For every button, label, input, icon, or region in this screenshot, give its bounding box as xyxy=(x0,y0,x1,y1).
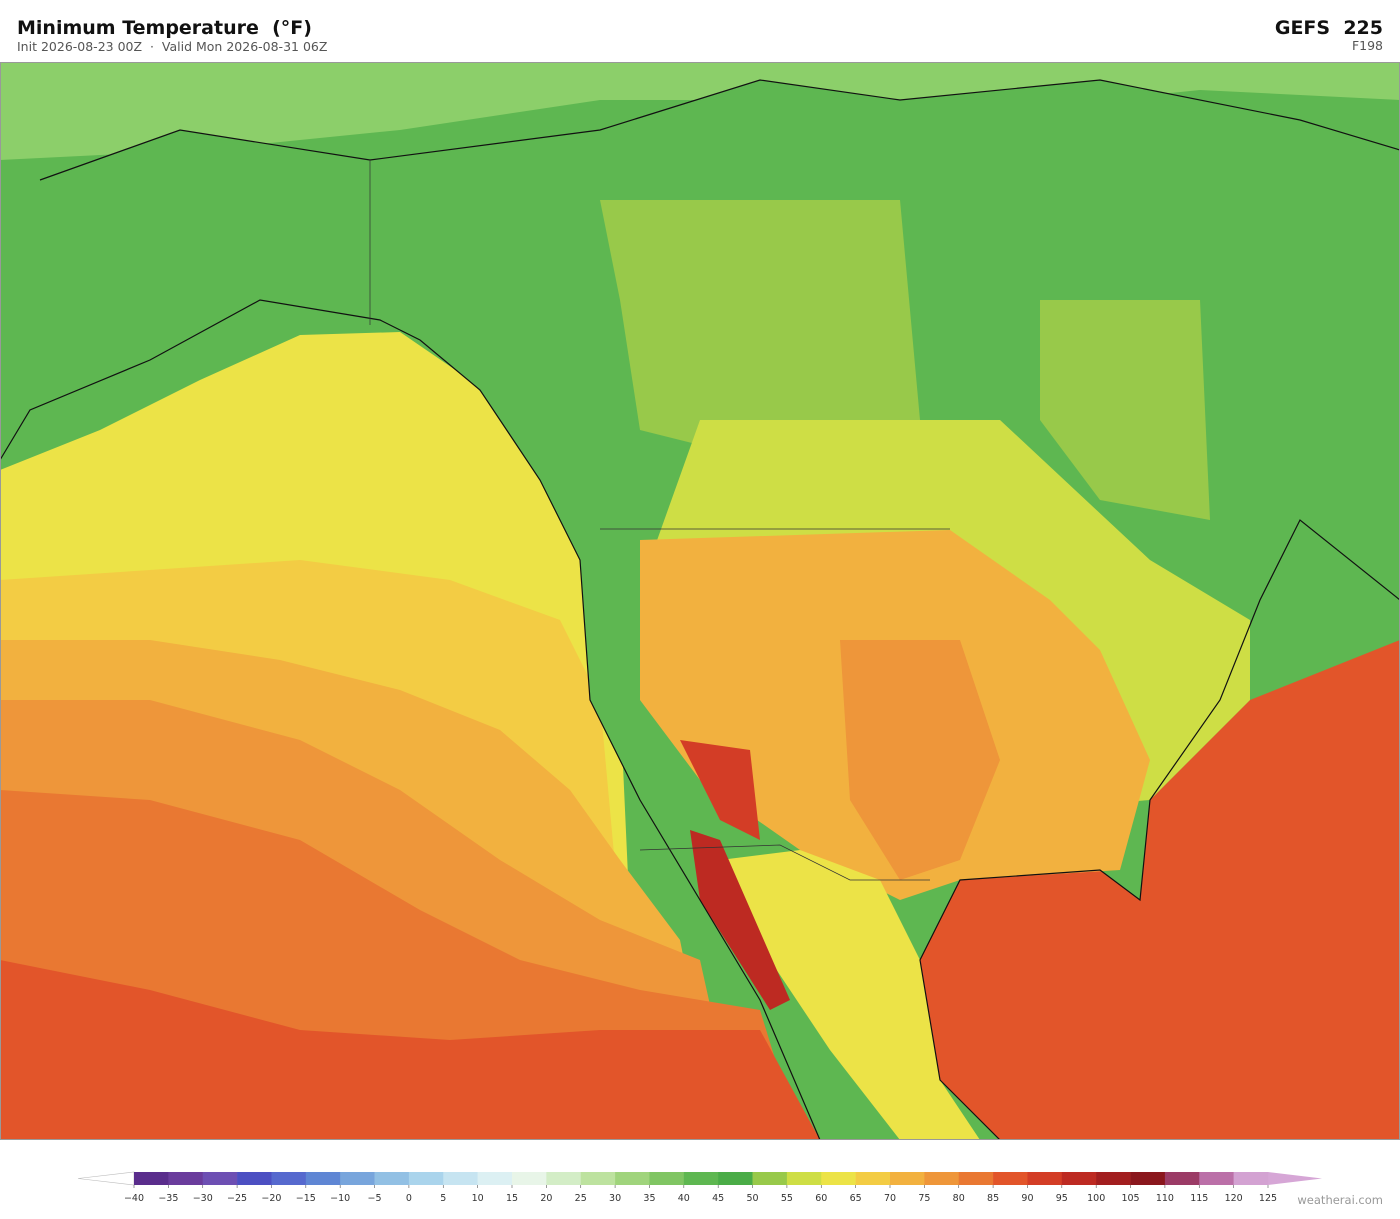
ocean-field xyxy=(0,960,820,1140)
colorbar-tick-label: 55 xyxy=(781,1193,793,1204)
colorbar-tick-label: 100 xyxy=(1087,1193,1105,1204)
colorbar-segment xyxy=(890,1172,925,1185)
colorbar-tick-label: 15 xyxy=(506,1193,518,1204)
colorbar-segment xyxy=(340,1172,375,1185)
colorbar-segment xyxy=(821,1172,856,1185)
colorbar-tick-label: −25 xyxy=(227,1193,247,1204)
colorbar-segment xyxy=(649,1172,685,1185)
colorbar-tick-label: 5 xyxy=(440,1193,446,1204)
colorbar-segment xyxy=(443,1172,478,1185)
colorbar-segment xyxy=(1199,1172,1234,1185)
colorbar-segment xyxy=(305,1172,341,1185)
map xyxy=(0,62,1400,1140)
colorbar-segment xyxy=(1061,1172,1097,1185)
colorbar-segment xyxy=(855,1172,891,1185)
colorbar-segment xyxy=(993,1172,1028,1185)
colorbar-tick-label: 60 xyxy=(815,1193,827,1204)
colorbar-segment xyxy=(1096,1172,1131,1185)
colorbar-segment xyxy=(1027,1172,1063,1185)
colorbar-segment xyxy=(1164,1172,1200,1185)
colorbar: −40 −35 −30 −25 −20 −15 −10 −5 0 5 10 15 20 25 30 35 40 4… xyxy=(77,1171,1322,1204)
colorbar-tick-label: 10 xyxy=(472,1193,484,1204)
colorbar-segment xyxy=(786,1172,822,1185)
colorbar-tick-label: −10 xyxy=(330,1193,350,1204)
colorbar-segment xyxy=(546,1172,582,1185)
forecast-hour: F198 xyxy=(1352,38,1383,53)
colorbar-tick-label: −35 xyxy=(158,1193,178,1204)
land-field xyxy=(720,850,980,1140)
colorbar-segment xyxy=(1130,1172,1166,1185)
colorbar-tick-label: −15 xyxy=(296,1193,316,1204)
colorbar-segment xyxy=(580,1172,616,1185)
colorbar-segment xyxy=(512,1172,547,1185)
colorbar-tick-label: 35 xyxy=(643,1193,655,1204)
colorbar-segment xyxy=(374,1172,410,1185)
colorbar-segment xyxy=(924,1172,960,1185)
border-line xyxy=(369,160,950,881)
colorbar-tick-label: 65 xyxy=(850,1193,862,1204)
colorbar-tick-label: 50 xyxy=(746,1193,758,1204)
ocean-field xyxy=(920,640,1400,1140)
colorbar-tick-label: −5 xyxy=(368,1193,382,1204)
colorbar-tick-label: 125 xyxy=(1259,1193,1277,1204)
colorbar-tick-label: 120 xyxy=(1225,1193,1243,1204)
colorbar-tick-label: 45 xyxy=(712,1193,724,1204)
colorbar-segment xyxy=(408,1172,444,1185)
coastline xyxy=(0,79,1400,1140)
colorbar-segment xyxy=(615,1172,650,1185)
land-field xyxy=(840,640,1000,880)
model-label: GEFS 225 xyxy=(1275,17,1383,39)
colorbar-segment xyxy=(271,1172,307,1185)
colorbar-tick-label: −40 xyxy=(124,1193,144,1204)
colorbar-tick-label: −20 xyxy=(261,1193,281,1204)
colorbar-segment xyxy=(958,1172,994,1185)
colorbar-tick-label: 30 xyxy=(609,1193,621,1204)
map-subtitle: Init 2026-08-23 00Z · Valid Mon 2026-08-… xyxy=(17,39,327,54)
colorbar-segment xyxy=(134,1172,169,1185)
colorbar-over xyxy=(1268,1172,1322,1185)
colorbar-tick-label: 105 xyxy=(1121,1193,1139,1204)
land-field xyxy=(1040,300,1210,520)
colorbar-tick-label: 70 xyxy=(884,1193,896,1204)
colorbar-tick-label: 90 xyxy=(1021,1193,1033,1204)
land-field xyxy=(680,740,760,840)
land-field xyxy=(600,200,920,460)
colorbar-segment xyxy=(237,1172,272,1185)
colorbar-segment xyxy=(683,1172,719,1185)
colorbar-tick-label: 95 xyxy=(1056,1193,1068,1204)
colorbar-tick-label: 110 xyxy=(1156,1193,1174,1204)
colorbar-segment xyxy=(718,1172,753,1185)
colorbar-tick-label: 25 xyxy=(575,1193,587,1204)
colorbar-tick-label: 85 xyxy=(987,1193,999,1204)
colorbar-segment xyxy=(168,1172,204,1185)
colorbar-tick-label: −30 xyxy=(193,1193,213,1204)
colorbar-under xyxy=(77,1171,135,1186)
colorbar-segment xyxy=(1233,1172,1269,1185)
colorbar-tick-label: 75 xyxy=(918,1193,930,1204)
colorbar-segment xyxy=(477,1172,513,1185)
colorbar-tick-label: 40 xyxy=(678,1193,690,1204)
colorbar-segment xyxy=(202,1172,238,1185)
map-title: Minimum Temperature (°F) xyxy=(17,17,312,39)
colorbar-tick-label: 115 xyxy=(1190,1193,1208,1204)
colorbar-tick-label: 0 xyxy=(406,1193,412,1204)
colorbar-tick-label: 20 xyxy=(540,1193,552,1204)
land-field xyxy=(690,830,790,1010)
watermark: weatherai.com xyxy=(1297,1193,1383,1207)
colorbar-segment xyxy=(752,1172,788,1185)
colorbar-tick-label: 80 xyxy=(953,1193,965,1204)
